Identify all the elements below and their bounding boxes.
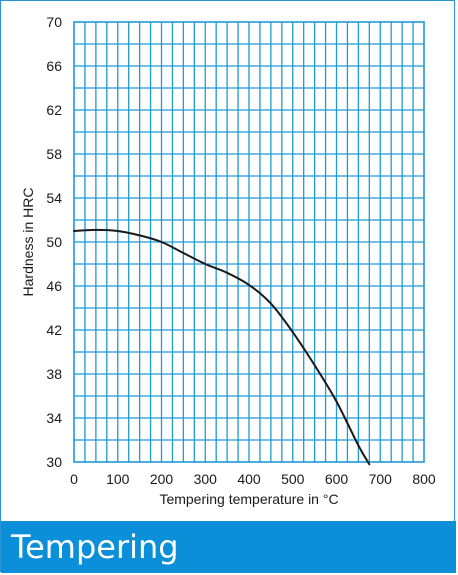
y-tick-label: 34 bbox=[46, 410, 62, 426]
y-tick-label: 30 bbox=[46, 454, 62, 470]
y-tick-label: 54 bbox=[46, 190, 62, 206]
y-tick-label: 50 bbox=[46, 234, 62, 250]
y-axis-label: Hardness in HRC bbox=[20, 188, 36, 297]
x-tick-label: 200 bbox=[150, 471, 174, 487]
x-tick-labels: 0 100 200 300 400 500 600 700 800 bbox=[70, 471, 436, 487]
y-tick-label: 70 bbox=[46, 14, 62, 30]
x-tick-label: 800 bbox=[412, 471, 436, 487]
x-tick-label: 400 bbox=[237, 471, 261, 487]
y-tick-label: 46 bbox=[46, 278, 62, 294]
x-tick-label: 100 bbox=[106, 471, 130, 487]
y-tick-label: 66 bbox=[46, 58, 62, 74]
series-line bbox=[73, 228, 371, 466]
grid bbox=[73, 21, 425, 463]
y-tick-label: 62 bbox=[46, 102, 62, 118]
x-tick-label: 600 bbox=[325, 471, 349, 487]
x-tick-label: 700 bbox=[369, 471, 393, 487]
x-axis-label: Tempering temperature in °C bbox=[159, 491, 338, 507]
x-tick-label: 500 bbox=[281, 471, 305, 487]
y-tick-labels: 30 34 38 42 46 50 54 58 62 66 70 bbox=[46, 14, 62, 470]
x-tick-label: 0 bbox=[70, 471, 78, 487]
series-layer bbox=[73, 228, 371, 466]
y-tick-label: 58 bbox=[46, 146, 62, 162]
hardness-chart: 30 34 38 42 46 50 54 58 62 66 70 0 100 200 300 400 500 6… bbox=[20, 14, 436, 507]
title-banner: Tempering bbox=[1, 521, 456, 573]
y-tick-label: 42 bbox=[46, 322, 62, 338]
banner-title: Tempering bbox=[11, 528, 179, 566]
y-tick-label: 38 bbox=[46, 366, 62, 382]
x-tick-label: 300 bbox=[194, 471, 218, 487]
